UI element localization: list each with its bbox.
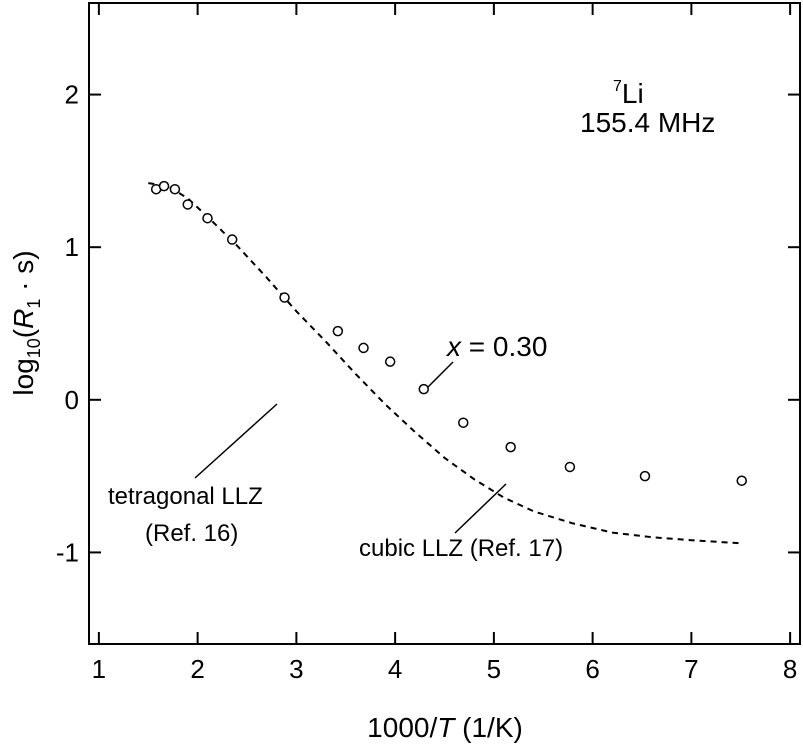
data-point (182, 199, 193, 210)
x-tick-label: 4 (388, 654, 402, 684)
series-leader-line (427, 361, 454, 388)
series-label-variable: x (445, 331, 462, 362)
data-point (202, 212, 213, 224)
cubic-llz-curve (148, 182, 741, 545)
y-tick-label: 1 (65, 232, 79, 262)
y-axis-label-open: ( (8, 328, 39, 338)
series-label-value: = 0.30 (461, 331, 547, 362)
data-point (458, 417, 469, 428)
data-point (564, 461, 576, 473)
x-axis-label: 1000/T (1/K) (367, 712, 523, 743)
plot-frame (88, 2, 801, 645)
x-tick-label: 1 (92, 654, 106, 684)
y-axis-label-subscript: 1 (24, 299, 44, 309)
x-axis-label-variable: T (437, 712, 456, 743)
y-axis-label-variable: R (8, 309, 39, 329)
data-point (418, 383, 430, 395)
tetragonal-label-line1: tetragonal LLZ (108, 483, 263, 510)
data-point (639, 470, 651, 482)
data-point (736, 475, 747, 486)
y-tick-label: 2 (65, 80, 79, 110)
x-axis-label-unit: (1/K) (454, 712, 522, 743)
data-points-series (150, 180, 747, 486)
nucleus-symbol: Li (622, 78, 644, 109)
cubic-llz-dashed-curve (148, 182, 741, 545)
nucleus-mass-number: 7 (613, 78, 622, 95)
data-point (358, 342, 369, 354)
tetragonal-leader-line (194, 403, 278, 479)
x-tick-label: 8 (783, 654, 797, 684)
y-axis-label-close: · s) (8, 250, 39, 298)
data-point (226, 234, 238, 245)
x-tick-label: 5 (487, 654, 501, 684)
y-tick-label: -1 (56, 537, 79, 567)
tetragonal-label-line2: (Ref. 16) (145, 520, 238, 547)
x-axis-label-prefix: 1000/ (367, 712, 437, 743)
y-axis-label: log10(R1 · s) (8, 250, 44, 395)
x-tick-label: 6 (585, 654, 599, 684)
nucleus-label: 7Li (613, 78, 644, 109)
series-label: x = 0.30 (445, 331, 547, 362)
y-axis-label-log-base: 10 (24, 338, 44, 358)
x-tick-label: 7 (684, 654, 698, 684)
data-point (279, 292, 290, 303)
y-axis-label-log: log (8, 358, 39, 395)
y-tick-label: 0 (65, 385, 79, 415)
frequency-label: 155.4 MHz (580, 107, 715, 138)
axis-ticks (89, 3, 800, 644)
cubic-leader-line (454, 483, 507, 534)
data-point (505, 441, 516, 453)
data-point (158, 180, 170, 192)
x-tick-label: 3 (289, 654, 303, 684)
data-point (169, 183, 181, 195)
axis-tick-labels: 1 2 3 4 5 6 7 8 -1 0 1 2 (56, 80, 797, 684)
data-point (384, 356, 396, 367)
data-point (332, 325, 344, 337)
x-tick-label: 2 (190, 654, 204, 684)
cubic-label: cubic LLZ (Ref. 17) (359, 535, 563, 562)
